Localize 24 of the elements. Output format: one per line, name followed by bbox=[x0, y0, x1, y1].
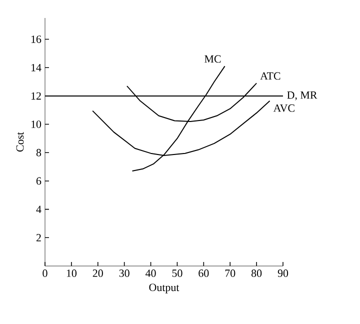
ref-line-label: D, MR bbox=[287, 92, 318, 100]
x-axis-title: Output bbox=[149, 284, 180, 294]
x-tick-label: 30 bbox=[119, 270, 130, 277]
y-tick-label: 6 bbox=[36, 177, 42, 185]
x-tick-label: 90 bbox=[278, 270, 288, 277]
x-tick-label: 70 bbox=[225, 270, 236, 277]
series-label: AVC bbox=[273, 104, 294, 112]
y-axis-title: Cost bbox=[16, 132, 24, 152]
x-tick-label: 0 bbox=[42, 270, 48, 277]
x-tick-label: 50 bbox=[172, 270, 182, 277]
x-tick-label: 20 bbox=[92, 270, 103, 277]
series-label: MC bbox=[204, 55, 221, 63]
x-tick-label: 60 bbox=[198, 270, 209, 277]
y-tick-label: 10 bbox=[31, 120, 42, 128]
y-tick-label: 2 bbox=[36, 234, 41, 242]
y-tick-label: 16 bbox=[31, 36, 42, 43]
y-tick-label: 14 bbox=[31, 64, 42, 72]
x-tick-label: 40 bbox=[146, 270, 156, 277]
y-tick-label: 12 bbox=[31, 92, 41, 100]
x-tick-label: 10 bbox=[66, 270, 77, 277]
x-tick-label: 80 bbox=[251, 270, 262, 277]
y-tick-label: 8 bbox=[36, 148, 42, 156]
series-label: ATC bbox=[260, 72, 280, 80]
y-tick-label: 4 bbox=[36, 206, 42, 213]
